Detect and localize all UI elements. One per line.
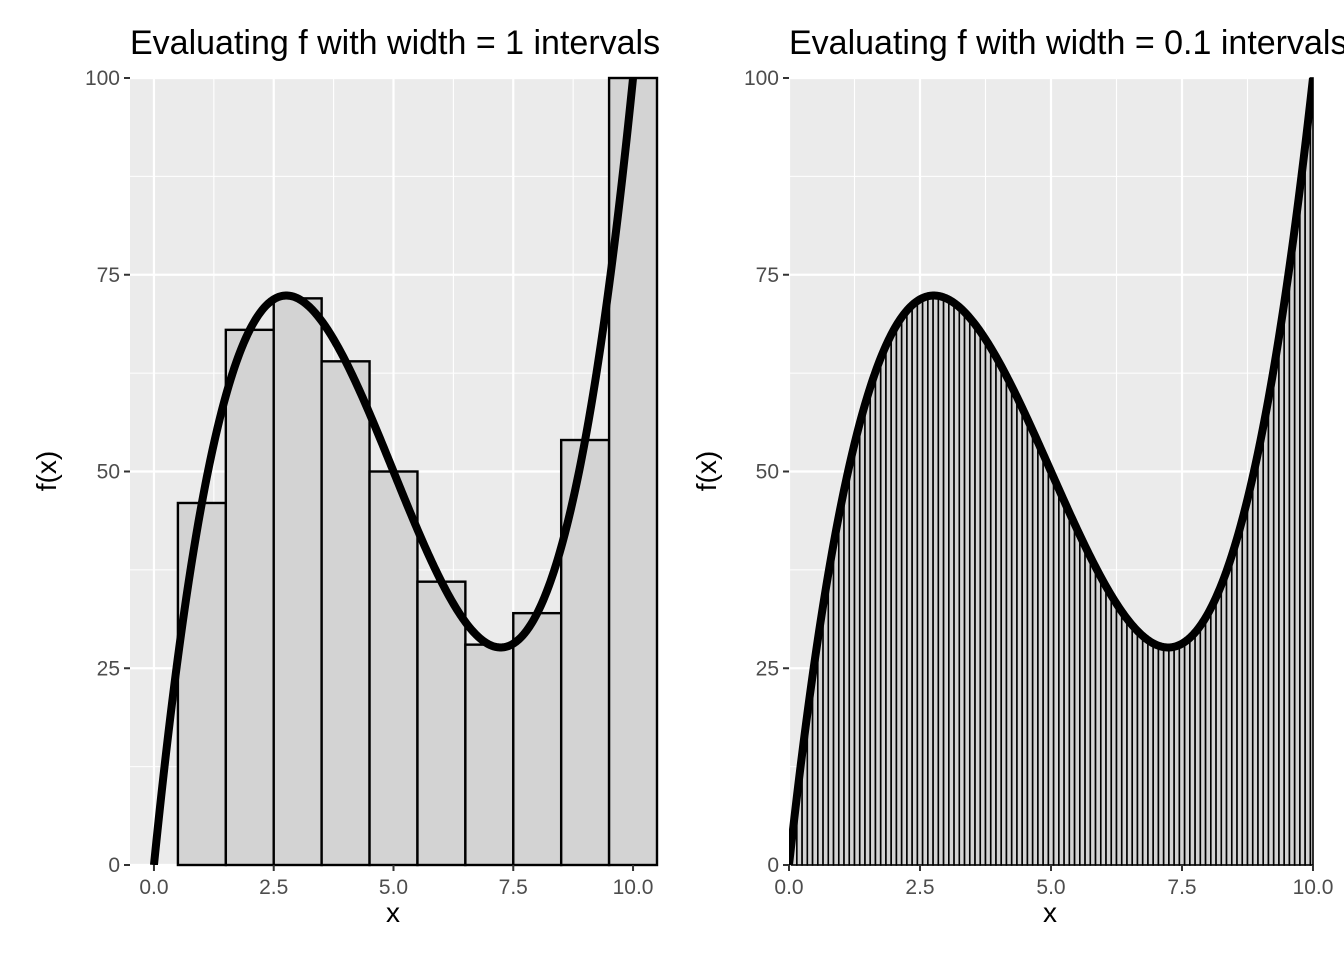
y-tick-label: 50: [97, 461, 120, 484]
y-tick-label: 75: [756, 264, 779, 287]
x-tick-label: 5.0: [379, 876, 408, 899]
y-tick-label: 50: [756, 461, 779, 484]
chart-title: Evaluating f with width = 1 intervals: [130, 24, 660, 62]
bar: [559, 438, 611, 867]
bar: [320, 360, 371, 867]
x-tick-label: 0.0: [139, 876, 168, 899]
chart-panel-width-1: 0.0 2.5 5.0 7.5 10.0 0 25 50 75 100 Evaluating f…: [31, 24, 660, 928]
x-tick-label: 0.0: [774, 876, 803, 899]
x-tick-label: 5.0: [1036, 876, 1065, 899]
x-axis: 0.0 2.5 5.0 7.5 10.0: [774, 865, 1333, 899]
x-axis-title: x: [386, 897, 400, 928]
y-tick-label: 75: [97, 264, 120, 287]
x-tick-label: 10.0: [613, 876, 654, 899]
y-tick-label: 0: [767, 854, 779, 877]
x-tick-label: 7.5: [499, 876, 528, 899]
bar: [224, 328, 275, 867]
bar: [272, 297, 323, 867]
y-tick-label: 25: [756, 657, 779, 680]
x-axis-title: x: [1043, 897, 1057, 928]
x-tick-label: 2.5: [905, 876, 934, 899]
x-tick-label: 7.5: [1167, 876, 1196, 899]
bar: [512, 611, 563, 867]
bar: [416, 580, 467, 867]
y-axis-title: f(x): [691, 451, 722, 491]
function-curve: [789, 78, 1313, 865]
x-tick-label: 2.5: [259, 876, 288, 899]
y-tick-label: 100: [744, 67, 779, 90]
bar: [176, 501, 228, 867]
y-tick-label: 0: [108, 854, 120, 877]
chart-panel-width-0.1: 0.0 2.5 5.0 7.5 10.0 0 25 50 75 100 Evaluating f…: [691, 24, 1344, 928]
y-tick-label: 25: [97, 657, 120, 680]
x-tick-label: 10.0: [1293, 876, 1334, 899]
y-axis: 0 25 50 75 100: [85, 67, 130, 877]
bar: [464, 643, 515, 867]
function-curve: [149, 78, 638, 865]
bar: [1309, 77, 1314, 866]
x-axis: 0.0 2.5 5.0 7.5 10.0: [139, 865, 653, 899]
y-axis: 0 25 50 75 100: [744, 67, 789, 877]
bar: [368, 470, 419, 867]
y-tick-label: 100: [85, 67, 120, 90]
y-axis-title: f(x): [31, 451, 62, 491]
chart-title: Evaluating f with width = 0.1 intervals: [789, 24, 1344, 62]
